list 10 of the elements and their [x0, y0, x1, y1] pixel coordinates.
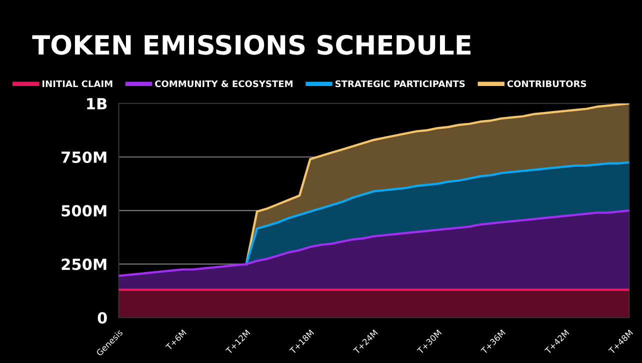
chart-title: TOKEN EMISSIONS SCHEDULE [32, 34, 470, 55]
y-tick-label: 500M [62, 205, 106, 217]
y-tick-label: 1B [87, 98, 107, 110]
legend-label: CONTRIBUTORS [507, 80, 586, 88]
legend-label: INITIAL CLAIM [42, 80, 112, 88]
legend-label: COMMUNITY & ECOSYSTEM [155, 80, 292, 88]
legend-label: STRATEGIC PARTICIPANTS [335, 80, 465, 88]
y-tick-label: 750M [62, 151, 106, 164]
y-tick-label: 0 [98, 312, 107, 324]
y-tick-label: 250M [62, 258, 106, 270]
